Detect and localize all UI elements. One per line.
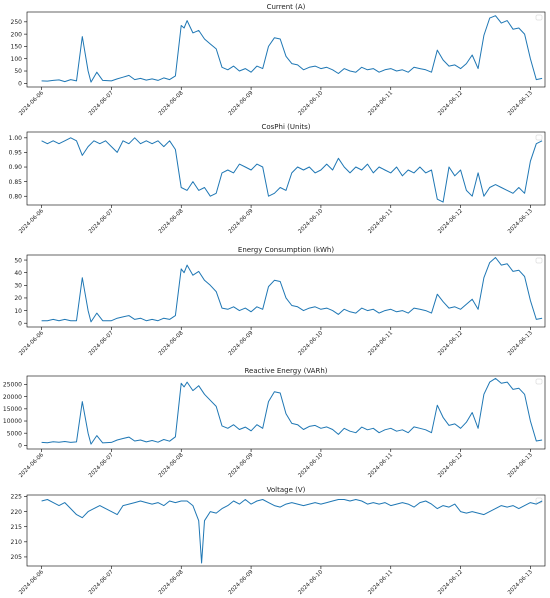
x-tick-label: 2024-06-13 [507, 330, 534, 357]
chart-title: Reactive Energy (VARh) [245, 367, 328, 375]
series-line [41, 377, 543, 445]
x-tick-label: 2024-06-07 [88, 330, 115, 357]
chart-panel: CosPhi (Units) 0.80 0.85 0.90 0.95 1.00 2024-0… [9, 123, 546, 235]
x-tick-label: 2024-06-13 [507, 208, 534, 235]
x-tick-label: 2024-06-12 [437, 569, 464, 596]
legend-box [535, 378, 543, 385]
y-tick-label: 10000 [3, 418, 22, 425]
x-tick-label: 2024-06-08 [158, 208, 185, 235]
x-tick-label: 2024-06-09 [228, 90, 255, 117]
y-tick-label: 30 [14, 283, 22, 290]
x-tick-label: 2024-06-13 [507, 452, 534, 479]
x-tick-label: 2024-06-11 [367, 208, 394, 235]
x-tick-label: 2024-06-08 [158, 90, 185, 117]
axes-frame [26, 375, 546, 450]
x-tick-label: 2024-06-13 [507, 90, 534, 117]
x-tick-label: 2024-06-10 [297, 208, 324, 235]
y-tick-label: 0.85 [9, 179, 23, 186]
y-tick-label: 100 [11, 56, 23, 63]
y-tick-label: 50 [14, 257, 22, 264]
x-tick-label: 2024-06-07 [88, 208, 115, 235]
y-tick-label: 50 [14, 68, 22, 75]
x-tick-label: 2024-06-11 [367, 452, 394, 479]
x-tick-label: 2024-06-08 [158, 452, 185, 479]
x-tick-label: 2024-06-06 [18, 569, 45, 596]
chart-title: CosPhi (Units) [261, 123, 310, 131]
y-tick-label: 5000 [7, 430, 22, 437]
x-tick-label: 2024-06-12 [437, 330, 464, 357]
x-tick-label: 2024-06-10 [297, 569, 324, 596]
x-tick-label: 2024-06-11 [367, 569, 394, 596]
x-tick-label: 2024-06-09 [228, 452, 255, 479]
y-tick-label: 1.00 [9, 135, 23, 142]
y-tick-label: 0 [18, 81, 22, 88]
y-tick-label: 0 [18, 320, 22, 327]
x-tick-label: 2024-06-09 [228, 569, 255, 596]
x-tick-label: 2024-06-13 [507, 569, 534, 596]
x-tick-label: 2024-06-08 [158, 569, 185, 596]
chart-panel: Current (A) 0 50 100 150 200 250 2024-06-06 2024… [11, 3, 546, 117]
x-tick-label: 2024-06-10 [297, 330, 324, 357]
axes-frame [26, 11, 546, 88]
y-tick-label: 0 [18, 443, 22, 450]
y-tick-label: 20 [14, 295, 22, 302]
y-tick-label: 225 [11, 494, 23, 501]
series-line [41, 15, 543, 83]
x-tick-label: 2024-06-10 [297, 452, 324, 479]
y-tick-label: 150 [11, 44, 23, 51]
y-tick-label: 200 [11, 31, 23, 38]
axes-frame [26, 494, 546, 567]
y-tick-label: 25000 [3, 382, 22, 389]
y-tick-label: 250 [11, 19, 23, 26]
x-tick-label: 2024-06-08 [158, 330, 185, 357]
x-tick-label: 2024-06-12 [437, 452, 464, 479]
x-tick-label: 2024-06-06 [18, 452, 45, 479]
x-tick-label: 2024-06-09 [228, 208, 255, 235]
y-tick-label: 40 [14, 270, 22, 277]
x-tick-label: 2024-06-06 [18, 208, 45, 235]
x-tick-label: 2024-06-10 [297, 90, 324, 117]
x-tick-label: 2024-06-12 [437, 90, 464, 117]
y-tick-label: 15000 [3, 406, 22, 413]
x-tick-label: 2024-06-07 [88, 452, 115, 479]
series-line [41, 257, 543, 323]
chart-panel: Voltage (V) 205 210 215 220 225 2024-06-06 2024… [11, 486, 546, 596]
chart-panel: Reactive Energy (VARh) 0 5000 10000 15000 200… [3, 367, 546, 479]
legend-box [535, 257, 543, 264]
x-tick-label: 2024-06-07 [88, 90, 115, 117]
y-tick-label: 0.90 [9, 164, 23, 171]
legend-box [535, 134, 543, 141]
x-tick-label: 2024-06-09 [228, 330, 255, 357]
y-tick-label: 0.80 [9, 193, 23, 200]
y-tick-label: 20000 [3, 394, 22, 401]
y-tick-label: 215 [11, 524, 23, 531]
x-tick-label: 2024-06-11 [367, 330, 394, 357]
chart-title: Energy Consumption (kWh) [238, 246, 334, 254]
x-tick-label: 2024-06-11 [367, 90, 394, 117]
x-tick-label: 2024-06-06 [18, 90, 45, 117]
axes-frame [26, 131, 546, 206]
y-tick-label: 220 [11, 509, 23, 516]
y-tick-label: 0.95 [9, 150, 23, 157]
chart-panel: Energy Consumption (kWh) 0 10 20 30 40 50 2024-… [14, 246, 546, 357]
x-tick-label: 2024-06-06 [18, 330, 45, 357]
series-line [41, 499, 543, 564]
y-tick-label: 210 [11, 539, 23, 546]
series-line [41, 137, 543, 203]
y-tick-label: 205 [11, 554, 23, 561]
y-tick-label: 10 [14, 308, 22, 315]
x-tick-label: 2024-06-12 [437, 208, 464, 235]
x-tick-label: 2024-06-07 [88, 569, 115, 596]
legend-box [535, 14, 543, 21]
chart-title: Current (A) [267, 3, 306, 11]
chart-title: Voltage (V) [267, 486, 306, 494]
axes-frame [26, 254, 546, 328]
